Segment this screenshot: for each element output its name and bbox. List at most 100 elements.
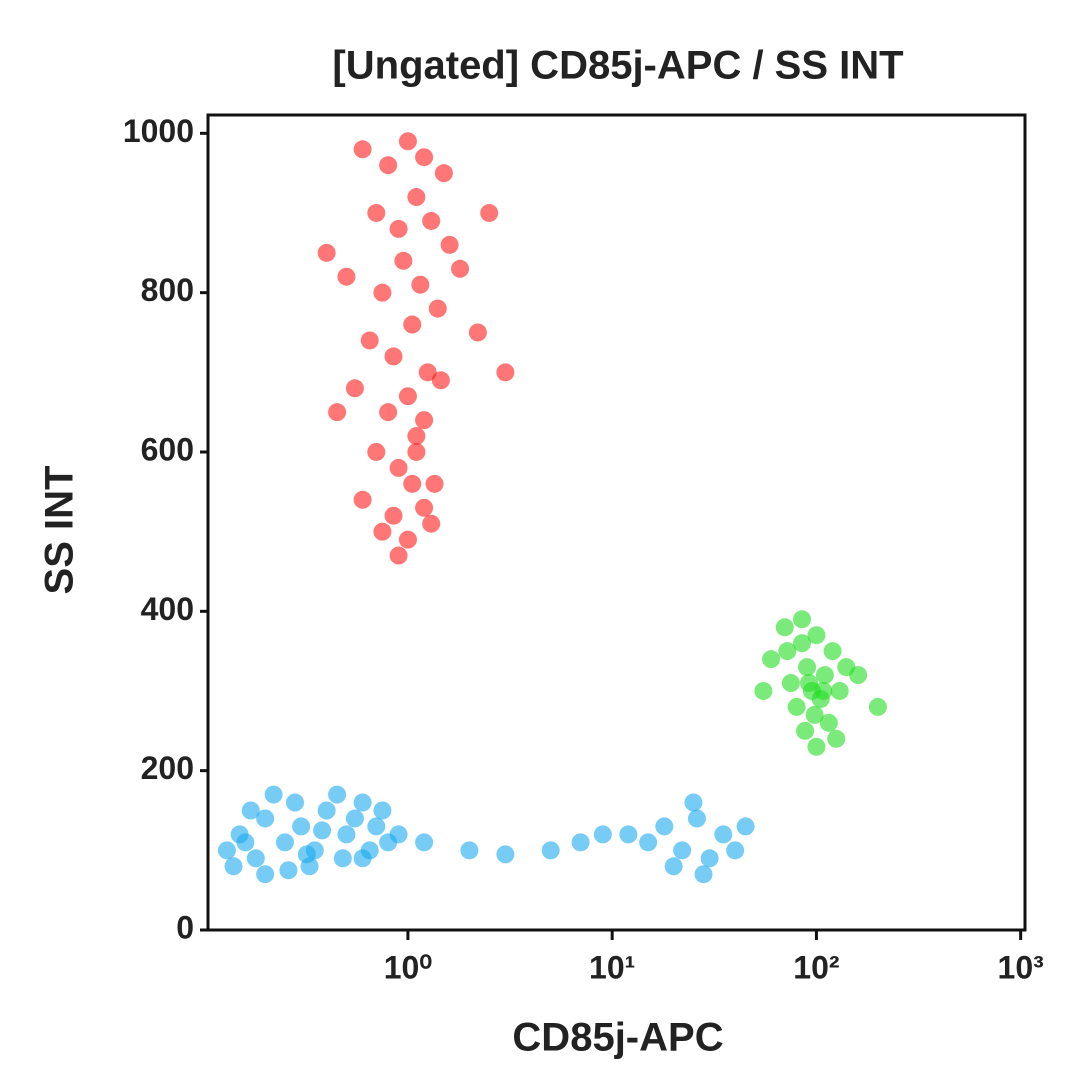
data-point [714,825,733,844]
data-point [407,427,426,446]
data-point [440,235,459,254]
data-point [593,825,612,844]
data-point [480,203,499,222]
data-point [353,793,372,812]
y-tick-label: 600 [141,431,194,467]
data-point [286,793,305,812]
data-point [619,825,638,844]
data-point [224,857,243,876]
x-tick-label: 10¹ [589,949,635,985]
data-point [460,841,479,860]
data-point [367,442,386,461]
data-point [496,845,515,864]
data-point [823,642,842,661]
data-point [337,825,356,844]
y-tick-label: 400 [141,591,194,627]
data-point [541,841,560,860]
data-point [805,705,824,724]
data-point [787,697,806,716]
x-axis-label: CD85j-APC [512,1016,723,1060]
data-point [297,845,316,864]
y-tick-label: 0 [176,909,194,945]
data-point [353,140,372,159]
data-point [655,817,674,836]
data-point [415,148,434,167]
data-point [425,474,444,493]
plot-points [217,132,887,884]
data-point [328,403,347,422]
data-point [639,833,658,852]
data-point [328,785,347,804]
data-point [415,411,434,430]
data-point [379,156,398,175]
data-point [394,251,413,270]
data-point [418,363,437,382]
y-tick-label: 1000 [123,113,194,149]
data-point [403,474,422,493]
data-point [217,841,236,860]
data-point [431,371,450,390]
data-point [275,833,294,852]
data-point [422,514,441,533]
data-point [814,681,833,700]
data-point [337,267,356,286]
x-tick-label: 10² [793,949,839,985]
data-point [798,658,817,677]
data-point [807,737,826,756]
data-point [373,283,392,302]
data-point [398,530,417,549]
data-point [256,865,275,884]
data-point [345,379,364,398]
data-point [360,331,379,350]
data-point [700,849,719,868]
plot-frame [206,113,1027,932]
data-point [360,841,379,860]
data-point [398,387,417,406]
data-point [345,809,364,828]
data-point [407,188,426,207]
data-point [415,498,434,517]
data-point [264,785,283,804]
data-point [389,546,408,565]
data-point [849,666,868,685]
data-point [815,666,834,685]
data-point [317,801,336,820]
data-point [684,793,703,812]
data-point [796,721,815,740]
data-point [428,299,447,318]
data-point [389,825,408,844]
data-point [313,821,332,840]
data-point [687,809,706,828]
data-point [726,841,745,860]
data-point [468,323,487,342]
x-tick-label: 10³ [998,949,1044,985]
data-point [736,817,755,836]
data-point [664,857,683,876]
data-point [373,522,392,541]
data-point [694,865,713,884]
data-point [415,833,434,852]
data-point [754,681,773,700]
data-point [373,801,392,820]
data-point [256,809,275,828]
data-point [246,849,265,868]
data-point [241,801,260,820]
data-point [403,315,422,334]
data-point [353,490,372,509]
data-point [398,132,417,151]
data-point [793,610,812,629]
y-axis-label: SS INT [38,466,82,595]
data-point [819,713,838,732]
data-point [827,729,846,748]
data-point [496,363,515,382]
data-point [384,347,403,366]
data-point [422,211,441,230]
data-point [292,817,311,836]
data-point [389,458,408,477]
data-point [451,259,470,278]
data-point [830,681,849,700]
data-point [673,841,692,860]
data-point [778,642,797,661]
data-point [775,618,794,637]
data-point [800,674,819,693]
